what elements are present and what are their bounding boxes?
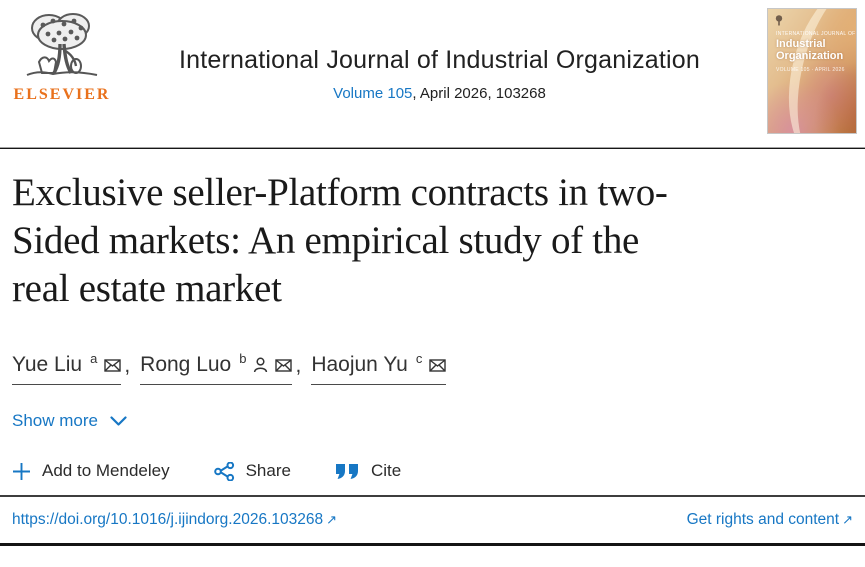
issue-info: , April 2026, 103268	[412, 85, 546, 102]
author-rong-luo[interactable]: Rong Luo b	[140, 350, 293, 385]
person-icon[interactable]	[253, 357, 268, 373]
chevron-down-icon	[110, 415, 127, 426]
cover-title: Industrial Organization	[776, 38, 843, 62]
journal-header: ELSEVIER International Journal of Indust…	[0, 0, 865, 135]
author-separator: ,	[124, 354, 131, 377]
doi-text: https://doi.org/10.1016/j.ijindorg.2026.…	[12, 511, 324, 528]
share-label: Share	[245, 461, 291, 480]
volume-link[interactable]: Volume 105	[333, 85, 413, 102]
cite-button[interactable]: Cite	[335, 461, 401, 481]
add-to-mendeley-label: Add to Mendeley	[42, 461, 170, 480]
doi-rights-bar: https://doi.org/10.1016/j.ijindorg.2026.…	[0, 495, 865, 546]
author-affiliation-sup: c	[415, 350, 423, 366]
external-link-arrow-icon: ↗	[326, 512, 338, 527]
elsevier-wordmark: ELSEVIER	[13, 86, 111, 103]
author-list: Yue Liu a , Rong Luo b , Haojun Yu c	[12, 350, 853, 385]
author-yue-liu[interactable]: Yue Liu a	[12, 350, 122, 385]
cover-title-line1: Industrial	[776, 38, 826, 50]
external-link-arrow-icon: ↗	[842, 512, 853, 527]
article-title-line1: Exclusive seller-Platform contracts in t…	[12, 171, 668, 214]
article-title-line2: Sided markets: An empirical study of the	[12, 219, 640, 262]
add-to-mendeley-button[interactable]: Add to Mendeley	[12, 461, 170, 481]
article-title: Exclusive seller-Platform contracts in t…	[12, 169, 853, 313]
article-title-line3: real estate market	[12, 267, 282, 310]
volume-issue-line: Volume 105, April 2026, 103268	[112, 85, 767, 102]
journal-title-link[interactable]: International Journal of Industrial Orga…	[178, 46, 700, 74]
elsevier-logo[interactable]: ELSEVIER	[12, 10, 112, 104]
get-rights-label: Get rights and content	[686, 511, 840, 528]
share-icon	[213, 461, 234, 481]
elsevier-tree-logo-icon	[26, 13, 98, 76]
cover-title-line2: Organization	[776, 50, 844, 62]
share-button[interactable]: Share	[213, 461, 291, 481]
author-haojun-yu[interactable]: Haojun Yu c	[311, 350, 447, 385]
cover-volume-meta: VOLUME 105 · APRIL 2026	[776, 67, 845, 73]
plus-icon	[13, 462, 30, 480]
author-affiliation-sup: a	[90, 350, 98, 366]
journal-cover-image[interactable]: INTERNATIONAL JOURNAL OF Industrial Orga…	[767, 8, 857, 134]
action-toolbar: Add to Mendeley Share Cite	[12, 461, 853, 481]
email-icon[interactable]	[104, 358, 122, 372]
doi-link[interactable]: https://doi.org/10.1016/j.ijindorg.2026.…	[12, 511, 337, 529]
author-name[interactable]: Yue Liu	[12, 353, 83, 376]
author-affiliation-sup: b	[239, 350, 247, 366]
cover-kicker: INTERNATIONAL JOURNAL OF	[776, 31, 856, 37]
header-divider-rule	[0, 147, 865, 149]
author-name[interactable]: Haojun Yu	[311, 353, 408, 376]
cite-quote-icon	[335, 463, 358, 479]
cover-elsevier-mark-icon	[775, 15, 783, 26]
get-rights-link[interactable]: Get rights and content ↗	[687, 511, 853, 529]
email-icon[interactable]	[429, 358, 447, 372]
show-more-button[interactable]: Show more	[12, 411, 127, 431]
email-icon[interactable]	[275, 358, 293, 372]
author-name[interactable]: Rong Luo	[140, 353, 232, 376]
author-separator: ,	[295, 354, 302, 377]
show-more-label: Show more	[12, 411, 98, 430]
cite-label: Cite	[370, 461, 402, 480]
